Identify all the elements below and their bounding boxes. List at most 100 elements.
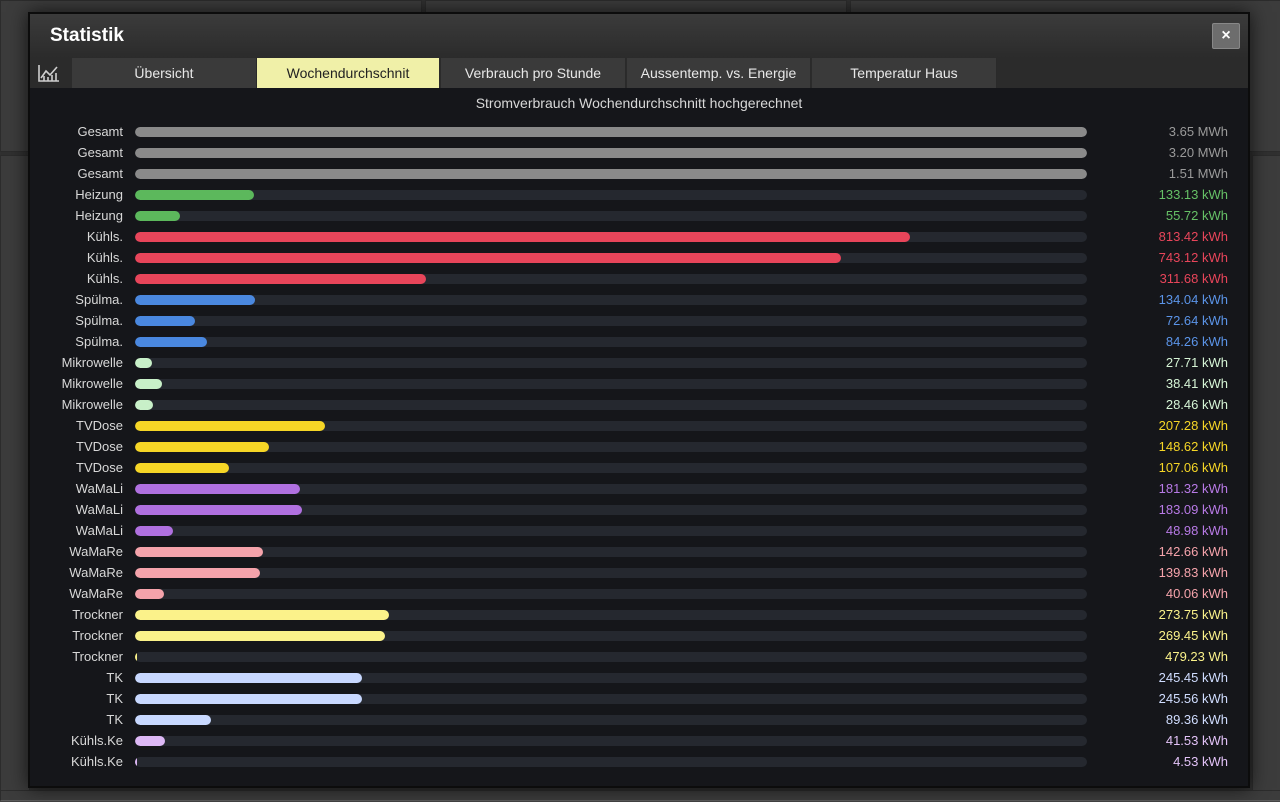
bar-track — [135, 190, 1087, 200]
line-chart-icon[interactable] — [38, 64, 60, 82]
bar-track — [135, 568, 1087, 578]
bar-fill — [135, 673, 362, 683]
bar-value: 207.28 kWh — [1158, 418, 1228, 433]
bar-row: TK 245.56 kWh — [30, 689, 1248, 710]
bar-label: Heizung — [75, 187, 123, 202]
bar-track — [135, 274, 1087, 284]
bar-track — [135, 337, 1087, 347]
bar-row: TK 89.36 kWh — [30, 710, 1248, 731]
bar-value: 3.20 MWh — [1168, 145, 1228, 160]
bar-track — [135, 211, 1087, 221]
bar-fill — [135, 484, 300, 494]
bar-value: 107.06 kWh — [1158, 460, 1228, 475]
bar-value: 269.45 kWh — [1158, 628, 1228, 643]
close-button[interactable]: × — [1212, 23, 1240, 49]
tab-verbrauch-pro-stunde[interactable]: Verbrauch pro Stunde — [441, 58, 626, 88]
bar-value: 40.06 kWh — [1165, 586, 1228, 601]
bar-label: WaMaLi — [75, 523, 123, 538]
bar-row: Kühls.Ke 4.53 kWh — [30, 752, 1248, 773]
bar-fill — [135, 442, 269, 452]
bar-value: 38.41 kWh — [1165, 376, 1228, 391]
bar-label: Mikrowelle — [61, 376, 123, 391]
bar-track — [135, 547, 1087, 557]
bar-fill — [135, 652, 137, 662]
bar-value: 72.64 kWh — [1165, 313, 1228, 328]
bar-label: WaMaRe — [69, 544, 123, 559]
bar-row: Spülma. 72.64 kWh — [30, 311, 1248, 332]
bar-label: Kühls. — [86, 229, 123, 244]
bar-fill — [135, 337, 207, 347]
bar-track — [135, 694, 1087, 704]
bar-track — [135, 526, 1087, 536]
bar-row: Heizung 133.13 kWh — [30, 185, 1248, 206]
bar-row: Kühls.Ke 41.53 kWh — [30, 731, 1248, 752]
bar-track — [135, 610, 1087, 620]
bar-fill — [135, 610, 389, 620]
bar-track — [135, 358, 1087, 368]
tab-übersicht[interactable]: Übersicht — [72, 58, 257, 88]
bar-fill — [135, 694, 362, 704]
chart-title: Stromverbrauch Wochendurchschnitt hochge… — [475, 95, 803, 111]
bar-row: Trockner 269.45 kWh — [30, 626, 1248, 647]
chart-area: Stromverbrauch Wochendurchschnitt hochge… — [30, 88, 1248, 786]
bar-track — [135, 148, 1087, 158]
bar-fill — [135, 421, 325, 431]
bar-row: WaMaRe 40.06 kWh — [30, 584, 1248, 605]
bar-track — [135, 463, 1087, 473]
tab-wochendurchschnit[interactable]: Wochendurchschnit — [257, 58, 440, 88]
bar-value: 183.09 kWh — [1158, 502, 1228, 517]
bar-value: 181.32 kWh — [1158, 481, 1228, 496]
bar-track — [135, 379, 1087, 389]
bar-track — [135, 673, 1087, 683]
bar-label: Heizung — [75, 208, 123, 223]
bar-row: Spülma. 134.04 kWh — [30, 290, 1248, 311]
bar-track — [135, 715, 1087, 725]
bar-fill — [135, 547, 263, 557]
bar-row: TVDose 107.06 kWh — [30, 458, 1248, 479]
bar-label: TVDose — [76, 418, 123, 433]
bar-value: 133.13 kWh — [1158, 187, 1228, 202]
bar-track — [135, 127, 1087, 137]
bar-label: TK — [106, 691, 123, 706]
bar-value: 142.66 kWh — [1158, 544, 1228, 559]
bar-row: Kühls. 311.68 kWh — [30, 269, 1248, 290]
bar-fill — [135, 631, 385, 641]
bar-value: 3.65 MWh — [1168, 124, 1228, 139]
bg-tile — [1252, 155, 1280, 802]
tab-temperatur-haus[interactable]: Temperatur Haus — [812, 58, 997, 88]
bar-value: 89.36 kWh — [1165, 712, 1228, 727]
bar-value: 139.83 kWh — [1158, 565, 1228, 580]
bar-value: 84.26 kWh — [1165, 334, 1228, 349]
bar-label: TVDose — [76, 439, 123, 454]
bar-row: TVDose 148.62 kWh — [30, 437, 1248, 458]
bar-label: Spülma. — [75, 313, 123, 328]
bar-label: Gesamt — [77, 166, 123, 181]
tab-aussentemp-vs-energie[interactable]: Aussentemp. vs. Energie — [627, 58, 811, 88]
bar-fill — [135, 190, 254, 200]
bar-row: Mikrowelle 28.46 kWh — [30, 395, 1248, 416]
bar-label: TK — [106, 712, 123, 727]
bar-fill — [135, 505, 302, 515]
dialog-title: Statistik — [50, 25, 124, 46]
bar-track — [135, 400, 1087, 410]
bar-row: WaMaLi 183.09 kWh — [30, 500, 1248, 521]
bar-track — [135, 505, 1087, 515]
bar-label: TK — [106, 670, 123, 685]
bar-track — [135, 442, 1087, 452]
bar-row: Trockner 479.23 Wh — [30, 647, 1248, 668]
bar-track — [135, 757, 1087, 767]
bar-value: 4.53 kWh — [1173, 754, 1228, 769]
bar-fill — [135, 379, 162, 389]
bar-fill — [135, 211, 180, 221]
bar-value: 41.53 kWh — [1165, 733, 1228, 748]
bar-label: Mikrowelle — [61, 397, 123, 412]
bar-fill — [135, 463, 229, 473]
bar-value: 743.12 kWh — [1158, 250, 1228, 265]
bar-value: 311.68 kWh — [1159, 271, 1228, 286]
bar-track — [135, 736, 1087, 746]
bar-label: WaMaRe — [69, 565, 123, 580]
bar-value: 134.04 kWh — [1158, 292, 1228, 307]
bar-track — [135, 484, 1087, 494]
bar-label: Spülma. — [75, 292, 123, 307]
bar-row: Trockner 273.75 kWh — [30, 605, 1248, 626]
